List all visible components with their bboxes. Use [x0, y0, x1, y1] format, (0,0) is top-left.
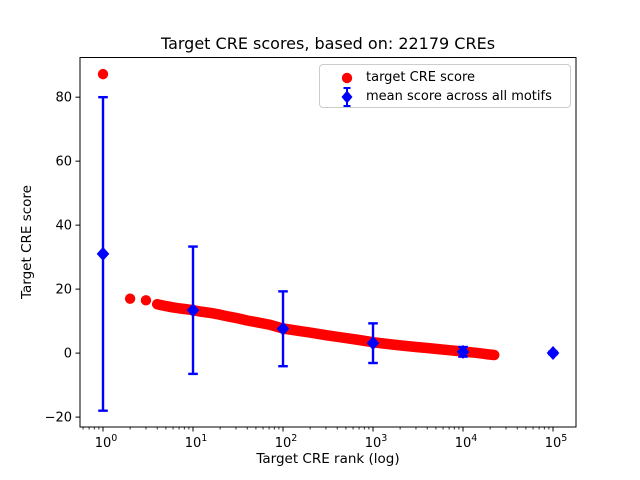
red-scatter-band: [151, 298, 500, 361]
mean-diamond-marker: [546, 345, 560, 360]
mean-diamond-marker: [186, 303, 200, 318]
x-tick-label: 101: [185, 433, 208, 451]
y-tick-label: 60: [55, 155, 72, 170]
y-tick-label: 20: [55, 283, 72, 298]
x-tick-label: 104: [455, 433, 478, 451]
chart-title: Target CRE scores, based on: 22179 CREs: [160, 34, 496, 53]
y-tick-label: 0: [64, 347, 72, 362]
mean-diamond-marker: [96, 246, 110, 261]
y-tick-label: 80: [55, 91, 72, 106]
red-scatter-point: [124, 293, 136, 304]
y-tick-label: −20: [45, 411, 72, 426]
legend-label: mean score across all motifs: [366, 89, 552, 104]
mean-diamond-marker: [366, 336, 380, 351]
x-tick-label: 100: [95, 433, 118, 451]
legend: target CRE score mean score across all m…: [319, 64, 571, 108]
legend-label: target CRE score: [366, 70, 476, 85]
mean-diamond-marker: [456, 344, 470, 359]
axes-frame: [79, 57, 577, 428]
mean-diamond-marker: [276, 321, 290, 336]
y-axis-label: Target CRE score: [19, 185, 35, 299]
x-tick-label: 102: [275, 433, 298, 451]
legend-entry-target-score: target CRE score: [328, 68, 570, 87]
blue-diamond-errorbar-marker-icon: [328, 86, 366, 108]
red-scatter-point: [97, 68, 109, 80]
x-axis-label: Target CRE rank (log): [256, 451, 400, 467]
x-tick-label: 103: [365, 433, 388, 451]
y-tick-label: 40: [55, 219, 72, 234]
red-circle-marker-icon: [328, 71, 366, 85]
x-tick-label: 105: [545, 433, 568, 451]
legend-entry-mean-score: mean score across all motifs: [328, 86, 570, 108]
red-scatter-point: [140, 295, 152, 306]
